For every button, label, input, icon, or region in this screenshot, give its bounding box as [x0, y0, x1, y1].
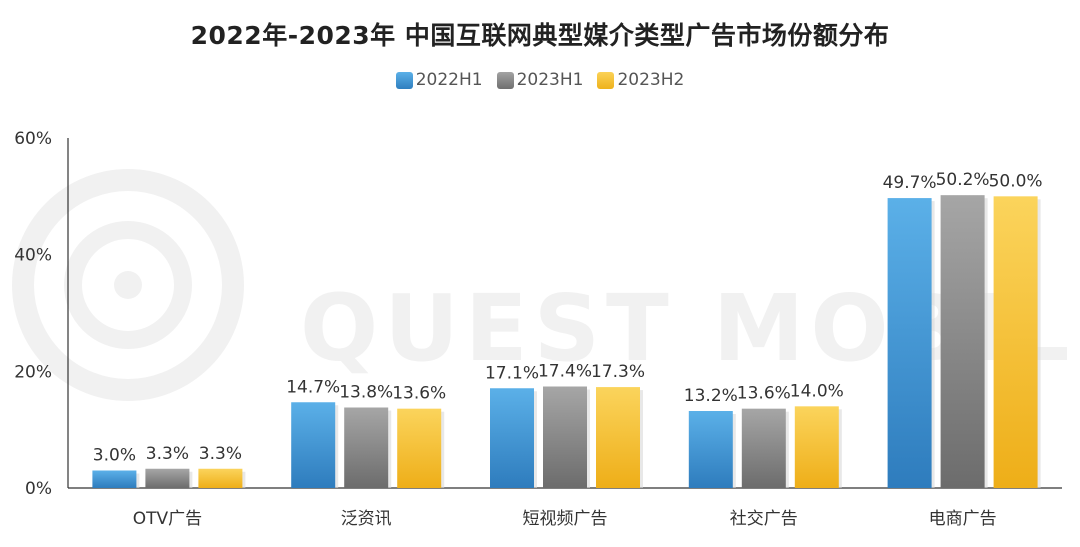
legend-label-2023h1: 2023H1 [516, 70, 584, 90]
legend-item-2022h1: 2022H1 [395, 70, 483, 90]
data-label: 3.3% [199, 444, 242, 464]
bar [397, 408, 442, 488]
bar [741, 408, 786, 488]
x-tick-label: 泛资讯 [341, 509, 392, 529]
bar [887, 198, 932, 489]
bar [940, 195, 985, 488]
legend-item-2023h2: 2023H2 [597, 70, 684, 90]
data-label: 17.4% [538, 362, 592, 382]
bar [993, 196, 1038, 489]
x-tick-label: 短视频广告 [523, 509, 608, 529]
bar [794, 406, 839, 488]
data-label: 13.6% [737, 384, 791, 404]
legend: 2022H1 2023H1 2023H2 [0, 70, 1080, 90]
bar [490, 388, 534, 488]
bar [145, 468, 190, 488]
chart-title: 2022年-2023年 中国互联网典型媒介类型广告市场份额分布 [190, 21, 890, 50]
data-label: 17.3% [591, 362, 645, 382]
y-tick-label: 40% [14, 246, 52, 266]
data-label: 50.2% [936, 170, 990, 190]
y-tick-label: 20% [14, 362, 52, 382]
data-label: 17.1% [485, 363, 539, 383]
legend-swatch-2022h1 [395, 71, 413, 89]
bar [543, 386, 587, 488]
data-label: 13.6% [392, 384, 446, 404]
legend-item-2023h1: 2023H1 [496, 70, 584, 90]
data-label: 3.3% [146, 444, 189, 464]
bar [92, 470, 137, 488]
data-label: 13.8% [339, 383, 393, 403]
bar [198, 468, 243, 488]
bar [688, 411, 733, 488]
legend-label-2023h2: 2023H2 [617, 70, 685, 90]
data-label: 14.7% [286, 377, 340, 397]
x-tick-label: 社交广告 [730, 509, 798, 529]
legend-swatch-2023h1 [496, 71, 514, 89]
data-label: 13.2% [684, 386, 738, 406]
x-tick-label: OTV广告 [133, 509, 202, 529]
legend-label-2022h1: 2022H1 [415, 70, 483, 90]
x-tick-label: 电商广告 [929, 509, 997, 529]
bar [596, 387, 640, 488]
y-tick-label: 0% [25, 479, 52, 499]
data-label: 49.7% [883, 173, 937, 193]
bar [344, 407, 389, 488]
bar [291, 402, 336, 488]
legend-swatch-2023h2 [597, 71, 615, 89]
data-label: 50.0% [989, 171, 1043, 191]
y-tick-label: 60% [14, 129, 52, 149]
data-label: 3.0% [93, 446, 136, 466]
data-label: 14.0% [790, 381, 844, 401]
